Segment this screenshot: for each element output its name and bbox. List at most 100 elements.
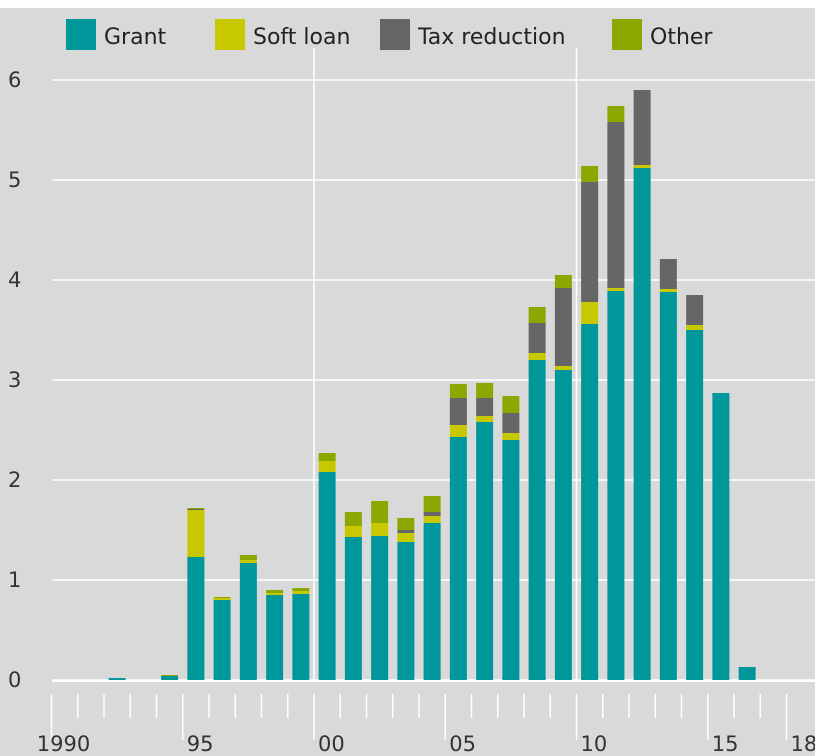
bar-other: [607, 106, 625, 122]
bar-other: [292, 588, 310, 591]
legend-label: Other: [650, 25, 713, 50]
legend-swatch: [215, 19, 245, 50]
bar-soft-loan: [502, 433, 520, 440]
y-tick-label: 2: [8, 468, 21, 492]
bar-grant: [738, 667, 756, 680]
bar-other: [554, 275, 572, 288]
bar-other: [371, 501, 389, 523]
y-tick-label: 1: [8, 568, 21, 592]
bar-other: [528, 307, 546, 323]
bar-grant: [292, 594, 310, 680]
bar-grant: [239, 563, 257, 680]
bar-other: [213, 597, 231, 598]
bar-tax-reduction: [423, 512, 441, 516]
bar-other: [449, 384, 467, 398]
legend-swatch: [612, 19, 642, 50]
y-tick-label: 5: [8, 168, 21, 192]
bar-grant: [318, 472, 336, 680]
x-tick-label: 10: [581, 732, 608, 756]
top-border: [0, 0, 815, 8]
bar-grant: [528, 360, 546, 680]
bar-soft-loan: [449, 425, 467, 437]
legend-label: Soft loan: [253, 25, 350, 50]
bar-soft-loan: [476, 416, 494, 422]
y-tick-label: 0: [8, 668, 21, 692]
bar-tax-reduction: [476, 398, 494, 416]
bar-soft-loan: [423, 516, 441, 523]
bar-soft-loan: [371, 523, 389, 536]
legend-label: Tax reduction: [417, 25, 566, 50]
bar-other: [187, 508, 205, 509]
bar-grant: [344, 537, 362, 680]
y-tick-label: 4: [8, 268, 21, 292]
bar-other: [581, 166, 599, 182]
bar-soft-loan: [292, 591, 310, 594]
bar-grant: [476, 422, 494, 680]
bar-grant: [712, 393, 730, 680]
bar-soft-loan: [633, 165, 651, 168]
bar-tax-reduction: [502, 413, 520, 433]
x-tick-label: 95: [187, 732, 214, 756]
bar-tax-reduction: [528, 323, 546, 353]
x-tick-label: 15: [712, 732, 739, 756]
bar-tax-reduction: [659, 259, 677, 289]
bar-tax-reduction: [554, 288, 572, 366]
bar-grant: [371, 536, 389, 680]
x-tick-label: 18: [791, 732, 815, 756]
bar-tax-reduction: [607, 122, 625, 288]
bar-soft-loan: [318, 461, 336, 472]
bar-tax-reduction: [187, 509, 205, 510]
bar-grant: [502, 440, 520, 680]
y-tick-label: 3: [8, 368, 21, 392]
bar-grant: [397, 542, 415, 680]
bar-tax-reduction: [581, 182, 599, 302]
x-tick-label: 05: [449, 732, 476, 756]
bar-soft-loan: [528, 353, 546, 360]
bar-grant: [266, 595, 284, 680]
bar-soft-loan: [397, 533, 415, 542]
bar-grant: [686, 330, 704, 680]
bar-other: [423, 496, 441, 512]
bar-grant: [581, 324, 599, 680]
bar-soft-loan: [581, 302, 599, 324]
bar-other: [318, 453, 336, 461]
legend-swatch: [380, 19, 410, 50]
bar-tax-reduction: [633, 90, 651, 165]
legend-swatch: [66, 19, 96, 50]
bar-soft-loan: [213, 598, 231, 600]
bar-soft-loan: [266, 593, 284, 595]
bar-other: [502, 396, 520, 413]
x-tick-label: 00: [318, 732, 345, 756]
bar-grant: [607, 291, 625, 680]
bar-soft-loan: [344, 526, 362, 537]
bar-other: [161, 675, 179, 676]
bar-grant: [108, 678, 126, 680]
bar-other: [476, 383, 494, 398]
bar-tax-reduction: [397, 530, 415, 533]
bar-soft-loan: [659, 289, 677, 292]
bar-grant: [659, 292, 677, 680]
bar-soft-loan: [607, 288, 625, 291]
bar-tax-reduction: [449, 398, 467, 425]
bar-other: [266, 590, 284, 593]
bar-other: [344, 512, 362, 526]
bar-soft-loan: [554, 366, 572, 370]
bar-soft-loan: [239, 560, 257, 563]
bar-grant: [449, 437, 467, 680]
bar-other: [397, 518, 415, 530]
bar-soft-loan: [187, 510, 205, 557]
bar-grant: [161, 676, 179, 680]
legend-label: Grant: [104, 25, 167, 50]
y-tick-label: 6: [8, 68, 21, 92]
bar-grant: [554, 370, 572, 680]
bar-soft-loan: [686, 325, 704, 330]
bar-grant: [633, 168, 651, 680]
bar-grant: [423, 523, 441, 680]
bar-grant: [213, 600, 231, 680]
x-tick-label: 1990: [37, 732, 90, 756]
bar-other: [239, 555, 257, 560]
bar-tax-reduction: [686, 295, 704, 325]
bar-grant: [187, 557, 205, 680]
